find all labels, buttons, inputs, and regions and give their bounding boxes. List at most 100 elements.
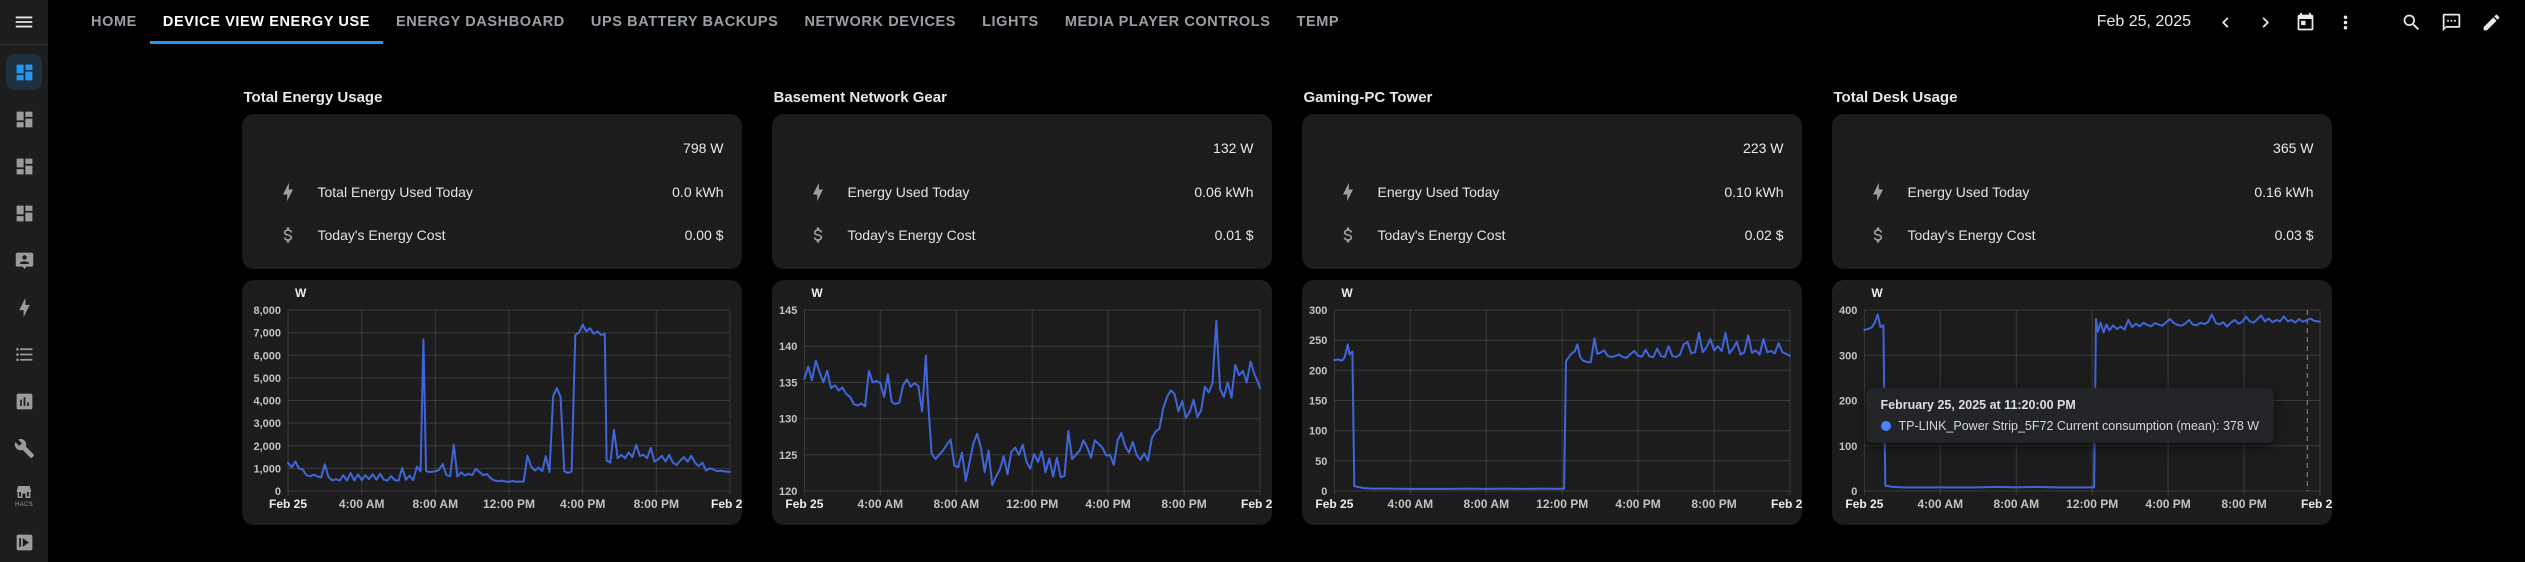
cost-value: 0.02 $ <box>1744 227 1784 244</box>
power-value: 365 W <box>2273 139 2314 156</box>
currency-usd-icon <box>1866 225 1890 245</box>
energy-row[interactable]: Total Energy Used Today 0.0 kWh <box>262 170 724 214</box>
cost-row[interactable]: Today's Energy Cost 0.01 $ <box>792 213 1254 257</box>
hamburger-menu-icon <box>15 16 33 28</box>
flash-icon <box>276 182 300 202</box>
cost-label: Today's Energy Cost <box>1907 227 2036 244</box>
x-tick-label: 4:00 PM <box>560 497 605 511</box>
total-energy-usage-chart[interactable]: 0 1,000 2,000 3,000 4,000 5,000 6,000 7,000 8,00… <box>242 280 742 525</box>
tab-energy-dashboard[interactable]: ENERGY DASHBOARD <box>396 14 565 30</box>
y-tick-label: 0 <box>1851 486 1857 498</box>
sidebar-item-developer-tools[interactable] <box>6 430 42 466</box>
energy-value: 0.0 kWh <box>672 183 724 200</box>
view-dashboard-icon <box>16 205 32 221</box>
sidebar-item-dashboard-4[interactable] <box>6 195 42 231</box>
y-tick-label: 200 <box>1309 365 1327 377</box>
cost-row[interactable]: Today's Energy Cost 0.00 $ <box>262 213 724 257</box>
currency-usd-icon <box>276 225 300 245</box>
y-tick-label: 2,000 <box>253 441 281 453</box>
tab-network-devices[interactable]: NETWORK DEVICES <box>804 14 957 30</box>
chart-card: 0 1,000 2,000 3,000 4,000 5,000 6,000 7,000 8,00… <box>241 280 742 525</box>
total-desk-usage-chart[interactable]: 0 100 200 300 400 Feb 25 4:00 AM 8:00 AM 12:00 P… <box>1832 280 2332 525</box>
y-axis-unit-label: W <box>1341 286 1353 300</box>
tab-ups-battery-backups[interactable]: UPS BATTERY BACKUPS <box>590 14 779 30</box>
x-tick-label: 8:00 PM <box>1691 497 1736 511</box>
search-button[interactable] <box>2391 2 2431 42</box>
card-columns: Total Energy Usage 798 W Total Energy Us… <box>48 44 2525 525</box>
previous-day-button[interactable] <box>2205 2 2245 42</box>
sidebar-item-account[interactable] <box>6 242 42 278</box>
x-tick-label: Feb 26 <box>1240 497 1271 511</box>
card-title: Total Energy Usage <box>243 88 383 106</box>
x-tick-label: Feb 25 <box>1315 497 1353 511</box>
y-tick-label: 0 <box>274 486 280 498</box>
tooltip-timestamp: February 25, 2025 at 11:20:00 PM <box>1880 398 2076 412</box>
next-day-button[interactable] <box>2245 2 2285 42</box>
x-tick-label: Feb 25 <box>268 497 306 511</box>
calendar-today-icon <box>2297 12 2313 30</box>
x-tick-label: 4:00 AM <box>857 497 903 511</box>
y-tick-label: 0 <box>1321 486 1327 498</box>
sidebar-item-dashboard-2[interactable] <box>6 101 42 137</box>
x-tick-label: 12:00 PM <box>1536 497 1588 511</box>
sidebar-item-hacs[interactable]: HACS <box>6 477 42 513</box>
sidebar-item-history[interactable] <box>6 383 42 419</box>
calendar-button[interactable] <box>2285 2 2325 42</box>
overflow-menu-button[interactable] <box>2325 2 2365 42</box>
dots-vertical-icon <box>2343 15 2347 29</box>
power-row: 223 W <box>1322 126 1783 170</box>
edit-dashboard-button[interactable] <box>2471 2 2511 42</box>
sidebar-item-media[interactable] <box>6 524 42 560</box>
view-dashboard-icon <box>16 111 32 127</box>
x-tick-label: 12:00 PM <box>1006 497 1058 511</box>
x-tick-label: 4:00 PM <box>1615 497 1660 511</box>
tab-bar: HOME DEVICE VIEW ENERGY USE ENERGY DASHB… <box>78 0 1352 44</box>
menu-button[interactable] <box>4 2 44 42</box>
sidebar-item-dashboard-3[interactable] <box>6 148 42 184</box>
cost-value: 0.03 $ <box>2274 227 2314 244</box>
y-tick-label: 1,000 <box>253 463 281 475</box>
energy-row[interactable]: Energy Used Today 0.16 kWh <box>1852 170 2314 214</box>
sidebar-item-energy[interactable] <box>6 289 42 325</box>
search-icon <box>2403 14 2419 30</box>
gaming-pc-tower-chart[interactable]: 0 50 100 150 200 250 300 Feb 25 4:00 AM 8:00 AM 12… <box>1302 280 1802 525</box>
cost-label: Today's Energy Cost <box>1377 227 1506 244</box>
tab-lights[interactable]: LIGHTS <box>982 14 1039 30</box>
x-tick-label: Feb 26 <box>1770 497 1801 511</box>
power-row: 365 W <box>1852 126 2314 170</box>
energy-row[interactable]: Energy Used Today 0.06 kWh <box>792 170 1254 214</box>
sidebar-item-logbook[interactable] <box>6 336 42 372</box>
sidebar-item-dashboard-1[interactable] <box>6 54 42 90</box>
pencil-icon <box>2483 14 2499 30</box>
x-tick-label: 4:00 AM <box>1387 497 1433 511</box>
energy-row[interactable]: Energy Used Today 0.10 kWh <box>1322 170 1784 214</box>
stats-card: 132 W Energy Used Today 0.06 kWh Today's… <box>771 114 1272 269</box>
column-gaming-pc-tower: Gaming-PC Tower 223 W Energy Used Today … <box>1301 80 1802 525</box>
tab-device-view-energy-use[interactable]: DEVICE VIEW ENERGY USE <box>149 0 384 44</box>
basement-network-gear-chart[interactable]: 120 125 130 135 140 145 Feb 25 4:00 AM 8:00 AM 12… <box>772 280 1272 525</box>
currency-usd-icon <box>1336 225 1360 245</box>
energy-value: 0.06 kWh <box>1194 183 1254 200</box>
column-basement-network-gear: Basement Network Gear 132 W Energy Used … <box>771 80 1272 525</box>
cost-row[interactable]: Today's Energy Cost 0.03 $ <box>1852 213 2314 257</box>
cost-value: 0.00 $ <box>684 227 724 244</box>
cost-row[interactable]: Today's Energy Cost 0.02 $ <box>1322 213 1784 257</box>
energy-label: Total Energy Used Today <box>317 183 473 200</box>
stats-card: 223 W Energy Used Today 0.10 kWh Today's… <box>1301 114 1802 269</box>
cost-label: Today's Energy Cost <box>317 227 446 244</box>
tab-home[interactable]: HOME <box>91 14 137 30</box>
y-tick-label: 3,000 <box>253 418 281 430</box>
y-tick-label: 125 <box>779 450 797 462</box>
chevron-left-icon <box>2221 16 2228 28</box>
y-tick-label: 6,000 <box>253 350 281 362</box>
x-tick-label: 12:00 PM <box>482 497 534 511</box>
list-bulleted-icon <box>15 347 32 361</box>
chart-box-icon <box>16 393 32 409</box>
assist-button[interactable] <box>2431 2 2471 42</box>
tab-media-player-controls[interactable]: MEDIA PLAYER CONTROLS <box>1064 14 1271 30</box>
currency-usd-icon <box>806 225 830 245</box>
chart-line <box>1862 313 2321 489</box>
flash-icon <box>1336 182 1360 202</box>
chart-tooltip: February 25, 2025 at 11:20:00 PM TP-LINK… <box>1865 388 2275 443</box>
tab-temp[interactable]: TEMP <box>1296 14 1340 30</box>
